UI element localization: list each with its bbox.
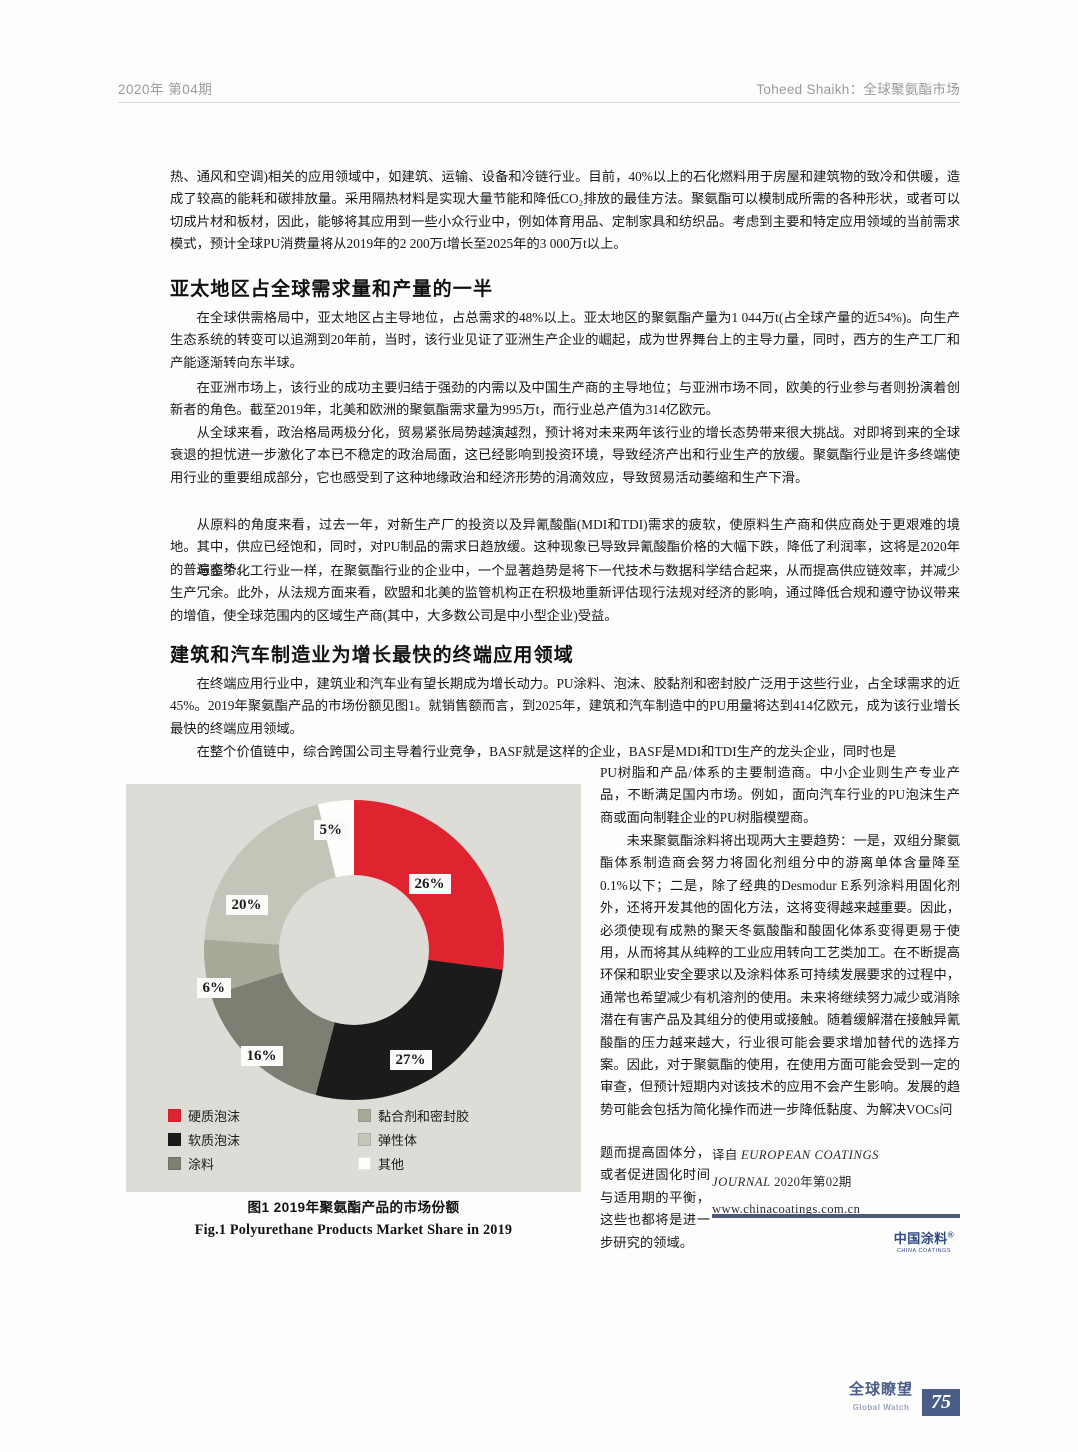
paragraph-text: 在整个价值链中，综合跨国公司主导着行业竞争，BASF就是这样的企业，BASF是M…: [196, 744, 897, 759]
running-head-issue: 2020年 第04期: [118, 82, 213, 97]
paragraph-text: 在全球供需格局中，亚太地区占主导地位，占总需求的48%以上。亚太地区的聚氨酯产量…: [170, 310, 960, 370]
running-head: 2020年 第04期 Toheed Shaikh：全球聚氨酯市场: [118, 78, 960, 104]
legend-label: 软质泡沫: [188, 1133, 241, 1148]
paragraph-2-1: 在终端应用行业中，建筑业和汽车业有望长期成为增长动力。PU涂料、泡沫、胶黏剂和密…: [170, 673, 960, 740]
paragraph-2-3-tail: 题而提高固体分，或者促进固化时间与适用期的平衡，这些也都将是进一步研究的领域。: [600, 1142, 710, 1254]
legend-label: 弹性体: [378, 1133, 418, 1148]
source-divider: [712, 1214, 960, 1218]
legend-swatch-elastomers: [358, 1133, 371, 1146]
legend-item-adhesives: 黏合剂和密封胶: [358, 1106, 548, 1125]
paragraph-text: PU树脂和产品/体系的主要制造商。中小企业则生产专业产品，不断满足国内市场。例如…: [600, 765, 960, 825]
source-issue: 2020年第02期: [770, 1175, 852, 1189]
running-head-article: Toheed Shaikh：全球聚氨酯市场: [756, 82, 960, 97]
paragraph-intro: 热、通风和空调)相关的应用领域中，如建筑、运输、设备和冷链行业。目前，40%以上…: [170, 166, 960, 256]
trademark-icon: ®: [947, 1230, 955, 1240]
figure-caption: 图1 2019年聚氨酯产品的市场份额 Fig.1 Polyurethane Pr…: [126, 1196, 581, 1239]
paragraph-text: 从原料的角度来看，过去一年，对新生产厂的投资以及异氰酸酯(MDI和TDI)需求的…: [170, 517, 960, 577]
source-journal-word: JOURNAL: [712, 1175, 771, 1189]
slice-label-adhesives: 6%: [196, 978, 231, 998]
paragraph-text: 从全球来看，政治格局两极分化，贸易紧张局势越演越烈，预计将对未来两年该行业的增长…: [170, 425, 960, 485]
legend-swatch-adhesives: [358, 1109, 371, 1122]
legend-item-flexible-foam: 软质泡沫: [168, 1130, 358, 1149]
paragraph-1-4: 从原料的角度来看，过去一年，对新生产厂的投资以及异氰酸酯(MDI和TDI)需求的…: [170, 514, 960, 581]
running-head-rule: [118, 102, 960, 103]
paragraph-1-5: 与整个化工行业一样，在聚氨酯行业的企业中，一个显著趋势是将下一代技术与数据科学结…: [170, 560, 960, 627]
footer-section: 全球瞭望 Global Watch: [849, 1381, 913, 1416]
slice-label-others: 5%: [313, 820, 348, 840]
paragraph-text: 在终端应用行业中，建筑业和汽车业有望长期成为增长动力。PU涂料、泡沫、胶黏剂和密…: [170, 676, 960, 736]
brand-name-cn: 中国涂料®: [888, 1228, 960, 1247]
legend-label: 黏合剂和密封胶: [378, 1109, 470, 1124]
legend-item-elastomers: 弹性体: [358, 1130, 548, 1149]
footer-section-en: Global Watch: [852, 1403, 910, 1412]
legend-swatch-rigid-foam: [168, 1109, 181, 1122]
legend-row: 涂料 其他: [168, 1154, 548, 1173]
source-line-2: JOURNAL 2020年第02期: [712, 1169, 960, 1196]
paragraph-1-3: 从全球来看，政治格局两极分化，贸易紧张局势越演越烈，预计将对未来两年该行业的增长…: [170, 422, 960, 489]
paragraph-text: 在亚洲市场上，该行业的成功主要归结于强劲的内需以及中国生产商的主导地位；与亚洲市…: [170, 380, 960, 418]
legend-label: 涂料: [188, 1157, 215, 1172]
legend-row: 软质泡沫 弹性体: [168, 1130, 548, 1149]
page-footer: 全球瞭望 Global Watch 75: [849, 1381, 960, 1416]
slice-label-rigid-foam: 26%: [408, 874, 451, 894]
paragraph-1-2: 在亚洲市场上，该行业的成功主要归结于强劲的内需以及中国生产商的主导地位；与亚洲市…: [170, 377, 960, 422]
section-heading-1: 亚太地区占全球需求量和产量的一半: [170, 279, 494, 300]
brand-logo: 中国涂料® CHINA COATINGS: [888, 1228, 960, 1254]
legend-label: 硬质泡沫: [188, 1109, 241, 1124]
source-line-1: 译自 EUROPEAN COATINGS: [712, 1142, 960, 1169]
legend-row: 硬质泡沫 黏合剂和密封胶: [168, 1106, 548, 1125]
legend-item-rigid-foam: 硬质泡沫: [168, 1106, 358, 1125]
footer-section-cn: 全球瞭望: [848, 1381, 913, 1398]
page-number: 75: [922, 1389, 960, 1416]
legend-label: 其他: [378, 1157, 405, 1172]
figure-caption-en: Fig.1 Polyurethane Products Market Share…: [194, 1222, 513, 1238]
source-prefix: 译自: [712, 1148, 741, 1162]
donut-hole: [278, 875, 429, 1025]
source-website: www.chinacoatings.com.cn: [712, 1202, 861, 1216]
legend-swatch-coatings: [168, 1157, 181, 1170]
brand-name-en: CHINA COATINGS: [896, 1248, 952, 1254]
paragraph-2-2-lead: 在整个价值链中，综合跨国公司主导着行业竞争，BASF就是这样的企业，BASF是M…: [170, 741, 960, 763]
source-journal-name: EUROPEAN COATINGS: [740, 1148, 880, 1162]
paragraph-2-2-right: PU树脂和产品/体系的主要制造商。中小企业则生产专业产品，不断满足国内市场。例如…: [600, 762, 960, 829]
slice-label-flexible-foam: 27%: [389, 1050, 432, 1070]
paragraph-text: 热、通风和空调)相关的应用领域中，如建筑、运输、设备和冷链行业。目前，40%以上…: [170, 169, 960, 252]
brand-name-cn-text: 中国涂料: [893, 1231, 948, 1246]
paragraph-text: 题而提高固体分，或者促进固化时间与适用期的平衡，这些也都将是进一步研究的领域。: [600, 1145, 710, 1250]
slice-label-coatings: 16%: [240, 1046, 283, 1066]
paragraph-2-3-right: 未来聚氨酯涂料将出现两大主要趋势：一是，双组分聚氨酯体系制造商会努力将固化剂组分…: [600, 830, 960, 1121]
chart-legend: 硬质泡沫 黏合剂和密封胶 软质泡沫 弹性体: [168, 1106, 548, 1178]
legend-swatch-flexible-foam: [168, 1133, 181, 1146]
section-heading-2: 建筑和汽车制造业为增长最快的终端应用领域: [170, 645, 575, 666]
legend-swatch-others: [358, 1157, 371, 1170]
legend-item-coatings: 涂料: [168, 1154, 358, 1173]
legend-item-others: 其他: [358, 1154, 548, 1173]
paragraph-text: 未来聚氨酯涂料将出现两大主要趋势：一是，双组分聚氨酯体系制造商会努力将固化剂组分…: [600, 833, 960, 1117]
paragraph-1-1: 在全球供需格局中，亚太地区占主导地位，占总需求的48%以上。亚太地区的聚氨酯产量…: [170, 307, 960, 374]
donut-chart: 26% 27% 16% 6% 20% 5%: [196, 800, 504, 1100]
slice-label-elastomers: 20%: [225, 895, 268, 915]
figure-panel: 26% 27% 16% 6% 20% 5% 硬质泡沫 黏合剂和密封胶: [126, 784, 581, 1192]
figure-caption-cn: 图1 2019年聚氨酯产品的市场份额: [247, 1200, 460, 1215]
source-credit: 译自 EUROPEAN COATINGS JOURNAL 2020年第02期 w…: [712, 1142, 960, 1223]
paragraph-text: 与整个化工行业一样，在聚氨酯行业的企业中，一个显著趋势是将下一代技术与数据科学结…: [170, 563, 960, 623]
